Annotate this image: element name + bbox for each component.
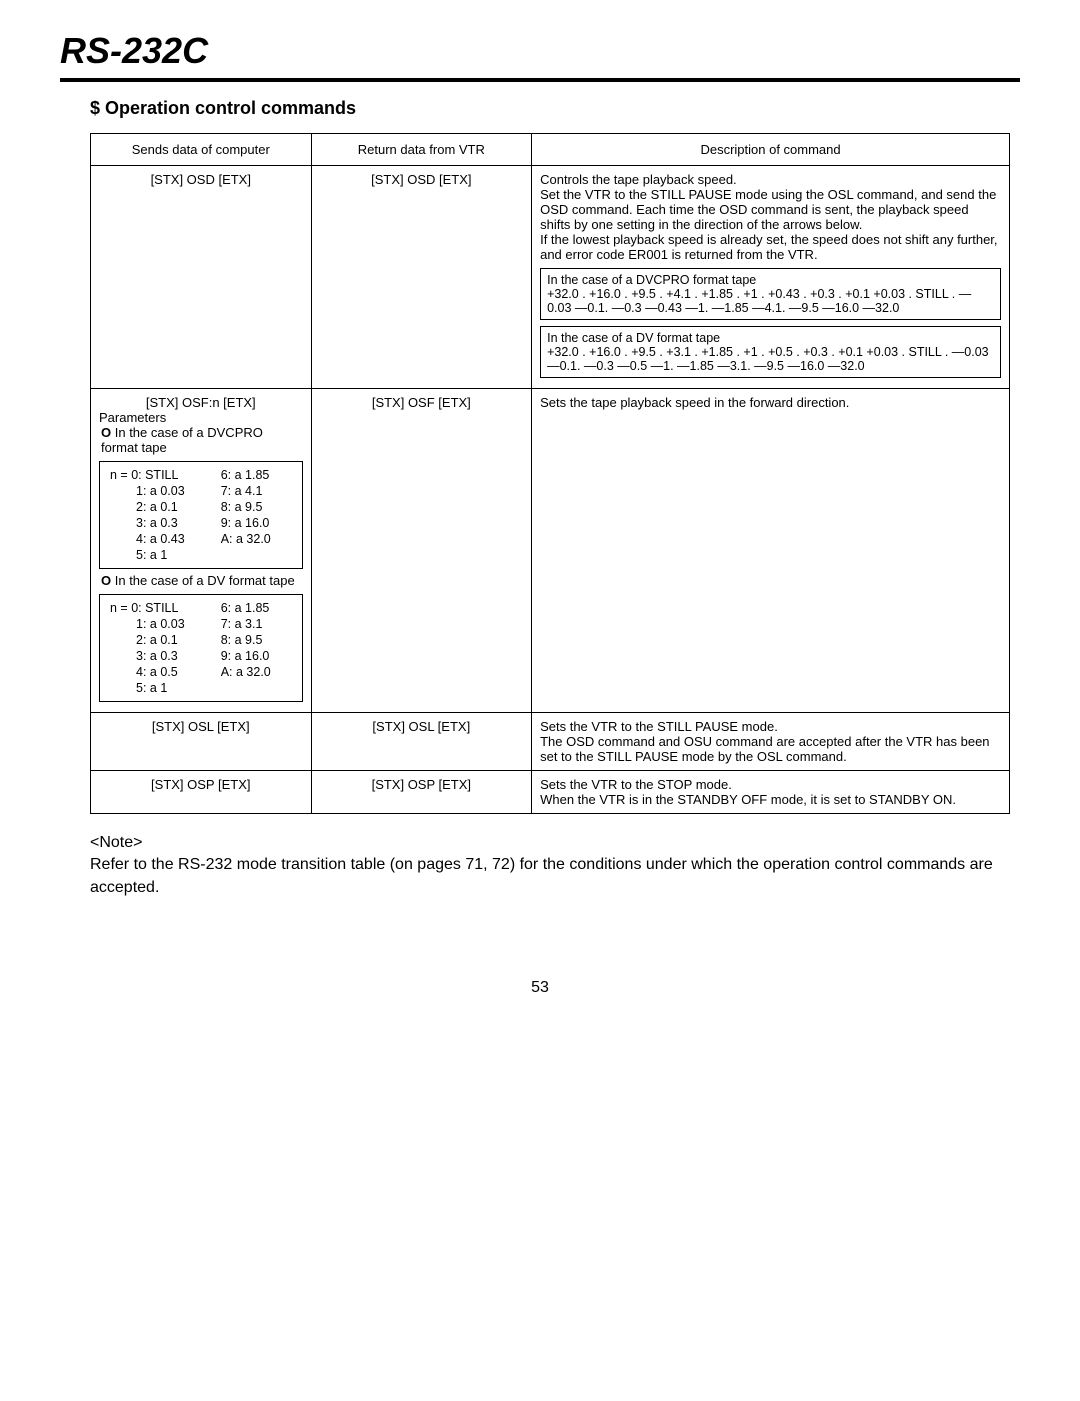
commands-table: Sends data of computer Return data from … — [90, 133, 1010, 814]
box-body: +32.0 . +16.0 . +9.5 . +3.1 . +1.85 . +1… — [547, 345, 994, 373]
cell-return: [STX] OSF [ETX] — [311, 389, 532, 713]
box-body: +32.0 . +16.0 . +9.5 . +4.1 . +1.85 . +1… — [547, 287, 994, 315]
table-row: [STX] OSL [ETX] [STX] OSL [ETX] Sets the… — [91, 713, 1010, 771]
cell-send: [STX] OSL [ETX] — [91, 713, 312, 771]
dvcpro-params-box: n = 0: STILL6: a 1.851: a 0.037: a 4.12:… — [99, 461, 303, 569]
dv-speed-box: In the case of a DV format tape +32.0 . … — [540, 326, 1001, 378]
send-command: [STX] OSF:n [ETX] — [99, 395, 303, 410]
cell-send: [STX] OSF:n [ETX] Parameters O In the ca… — [91, 389, 312, 713]
document-title: RS-232C — [60, 30, 1020, 72]
table-row: [STX] OSP [ETX] [STX] OSP [ETX] Sets the… — [91, 771, 1010, 814]
cell-return: [STX] OSL [ETX] — [311, 713, 532, 771]
section-title: $ Operation control commands — [90, 98, 1020, 119]
dv-case-label: O In the case of a DV format tape — [99, 573, 303, 588]
header-sends: Sends data of computer — [91, 134, 312, 166]
dv-params-table: n = 0: STILL6: a 1.851: a 0.037: a 3.12:… — [106, 599, 296, 697]
cell-description: Sets the VTR to the STOP mode. When the … — [532, 771, 1010, 814]
header-description: Description of command — [532, 134, 1010, 166]
table-row: [STX] OSF:n [ETX] Parameters O In the ca… — [91, 389, 1010, 713]
table-row: [STX] OSD [ETX] [STX] OSD [ETX] Controls… — [91, 166, 1010, 389]
box-title: In the case of a DV format tape — [547, 331, 994, 345]
page-number: 53 — [60, 979, 1020, 997]
parameters-label: Parameters — [99, 410, 303, 425]
header-return: Return data from VTR — [311, 134, 532, 166]
dvcpro-params-table: n = 0: STILL6: a 1.851: a 0.037: a 4.12:… — [106, 466, 296, 564]
cell-send: [STX] OSP [ETX] — [91, 771, 312, 814]
dv-params-box: n = 0: STILL6: a 1.851: a 0.037: a 3.12:… — [99, 594, 303, 702]
cell-send: [STX] OSD [ETX] — [91, 166, 312, 389]
dvcpro-case-label: O In the case of a DVCPRO format tape — [99, 425, 303, 455]
cell-description: Controls the tape playback speed. Set th… — [532, 166, 1010, 389]
dvcpro-speed-box: In the case of a DVCPRO format tape +32.… — [540, 268, 1001, 320]
cell-description: Sets the tape playback speed in the forw… — [532, 389, 1010, 713]
box-title: In the case of a DVCPRO format tape — [547, 273, 994, 287]
note-section: <Note> Refer to the RS-232 mode transiti… — [90, 832, 1020, 899]
desc-text: Controls the tape playback speed. Set th… — [540, 172, 1001, 262]
cell-description: Sets the VTR to the STILL PAUSE mode. Th… — [532, 713, 1010, 771]
note-body: Refer to the RS-232 mode transition tabl… — [90, 856, 993, 895]
cell-return: [STX] OSP [ETX] — [311, 771, 532, 814]
note-label: <Note> — [90, 834, 142, 851]
horizontal-rule — [60, 78, 1020, 82]
cell-return: [STX] OSD [ETX] — [311, 166, 532, 389]
